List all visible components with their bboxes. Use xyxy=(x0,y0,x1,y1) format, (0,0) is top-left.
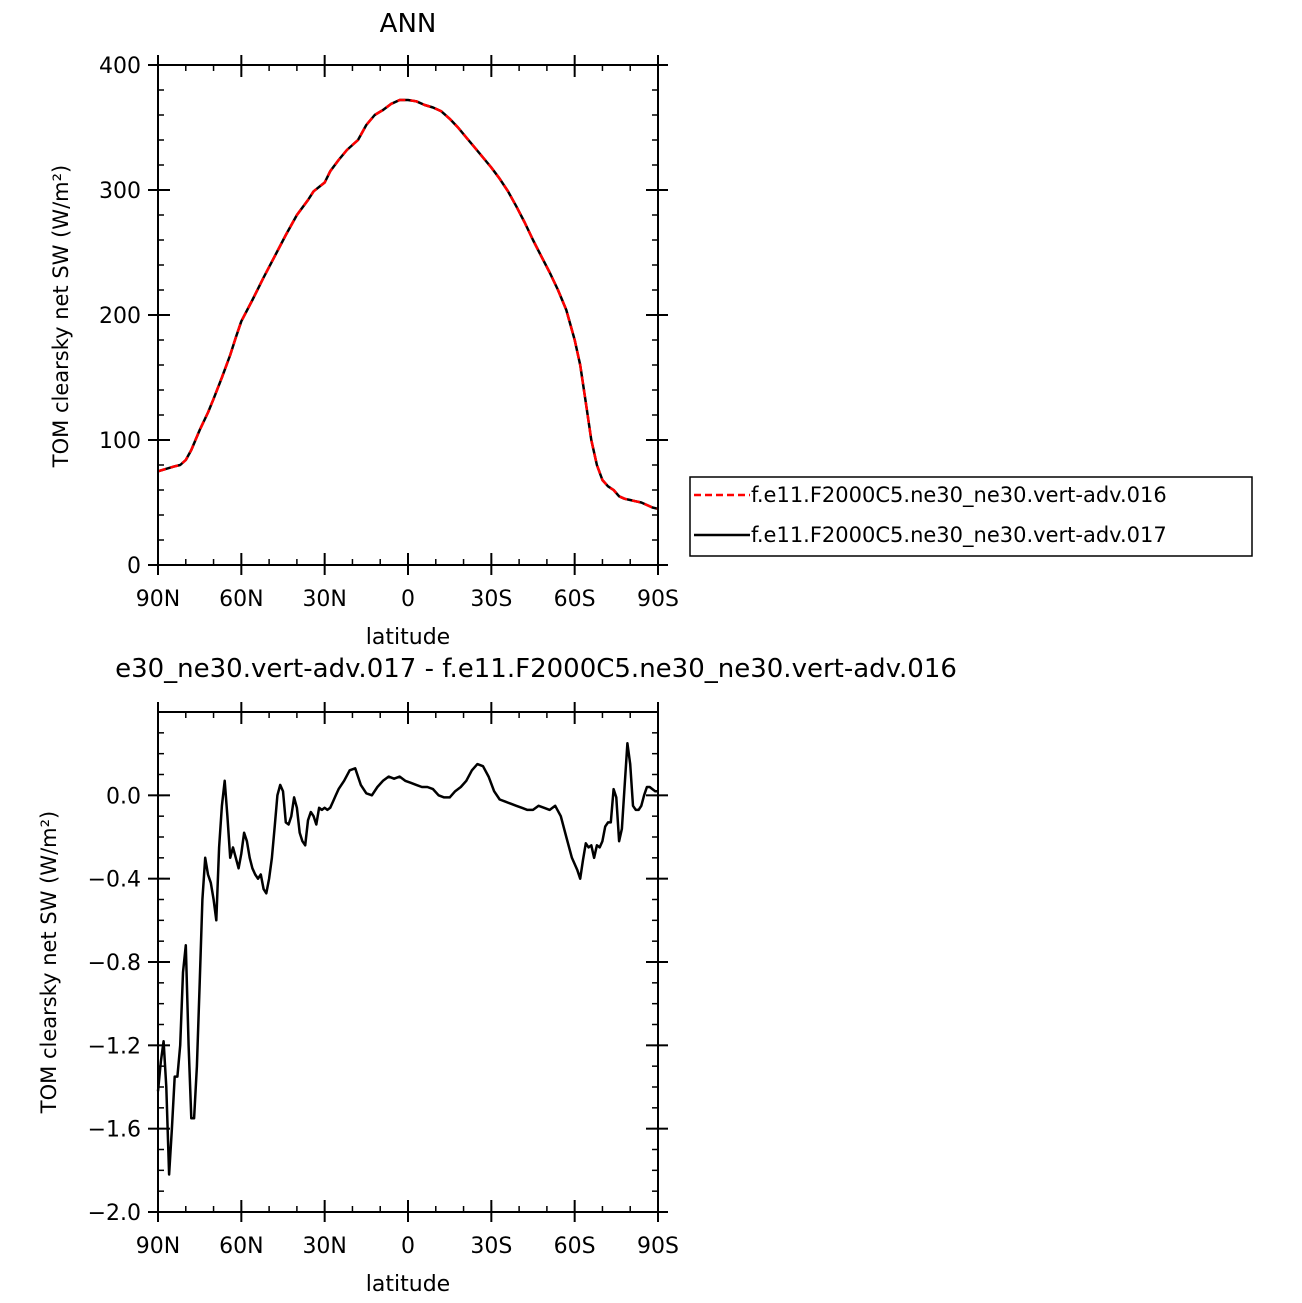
bottom-y-tick-label: −1.2 xyxy=(88,1034,141,1059)
top-y-tick-label: 100 xyxy=(99,429,141,454)
bottom-x-tick-label: 60N xyxy=(219,1234,263,1259)
bottom-x-tick-label: 30N xyxy=(302,1234,346,1259)
top-plot-frame xyxy=(157,64,659,566)
top-series-line-0 xyxy=(157,98,659,511)
top-y-axis-label: TOM clearsky net SW (W/m²) xyxy=(49,165,73,468)
legend-label-017: f.e11.F2000C5.ne30_ne30.vert-adv.017 xyxy=(751,523,1167,548)
top-x-tick-label: 30N xyxy=(302,587,346,612)
bottom-x-tick-label: 30S xyxy=(470,1234,512,1259)
top-x-tick-label: 0 xyxy=(401,587,415,612)
top-y-tick-label: 200 xyxy=(99,304,141,329)
bottom-series-line-0 xyxy=(156,742,658,1176)
top-axis-ticks: 90N 60N 30N 0 30S 60S 90S 0 100 200 300 400 xyxy=(99,54,679,612)
legend-box xyxy=(689,476,1253,557)
top-y-tick-label: 0 xyxy=(127,554,141,579)
top-chart-title: ANN xyxy=(380,9,437,39)
legend-label-016: f.e11.F2000C5.ne30_ne30.vert-adv.016 xyxy=(751,483,1167,508)
bottom-panel: e30_ne30.vert-adv.017 - f.e11.F2000C5.ne… xyxy=(37,654,957,1297)
top-x-tick-label: 90N xyxy=(136,587,180,612)
bottom-y-tick-label: 0.0 xyxy=(106,784,141,809)
bottom-axis-ticks: 90N 60N 30N 0 30S 60S 90S −2.0 −1.6 −1.2 −0.8 −0.4 0… xyxy=(88,702,679,1259)
bottom-x-tick-label: 90N xyxy=(136,1234,180,1259)
bottom-plot-frame xyxy=(157,711,659,1213)
top-y-tick-label: 300 xyxy=(99,179,141,204)
bottom-y-tick-label: −1.6 xyxy=(88,1118,141,1143)
top-x-tick-label: 90S xyxy=(637,587,679,612)
bottom-plot-lines xyxy=(156,742,658,1176)
bottom-y-tick-label: −0.4 xyxy=(88,868,141,893)
top-x-tick-label: 30S xyxy=(470,587,512,612)
bottom-y-tick-label: −0.8 xyxy=(88,951,141,976)
bottom-y-tick-label: −2.0 xyxy=(88,1201,141,1226)
top-x-axis-label: latitude xyxy=(366,625,450,650)
top-x-tick-label: 60S xyxy=(554,587,596,612)
legend: f.e11.F2000C5.ne30_ne30.vert-adv.016 f.e… xyxy=(689,476,1253,557)
bottom-chart-title: e30_ne30.vert-adv.017 - f.e11.F2000C5.ne… xyxy=(115,654,957,684)
top-x-tick-label: 60N xyxy=(219,587,263,612)
top-y-tick-label: 400 xyxy=(99,54,141,79)
bottom-y-axis-label: TOM clearsky net SW (W/m²) xyxy=(37,811,61,1114)
bottom-x-tick-label: 90S xyxy=(637,1234,679,1259)
top-panel: ANN latitude TOM clearsky net SW (W/m²) … xyxy=(49,9,679,650)
bottom-x-axis-label: latitude xyxy=(366,1272,450,1297)
bottom-x-tick-label: 60S xyxy=(554,1234,596,1259)
top-plot-lines xyxy=(157,98,659,511)
top-series-line-1 xyxy=(157,98,659,511)
bottom-x-tick-label: 0 xyxy=(401,1234,415,1259)
